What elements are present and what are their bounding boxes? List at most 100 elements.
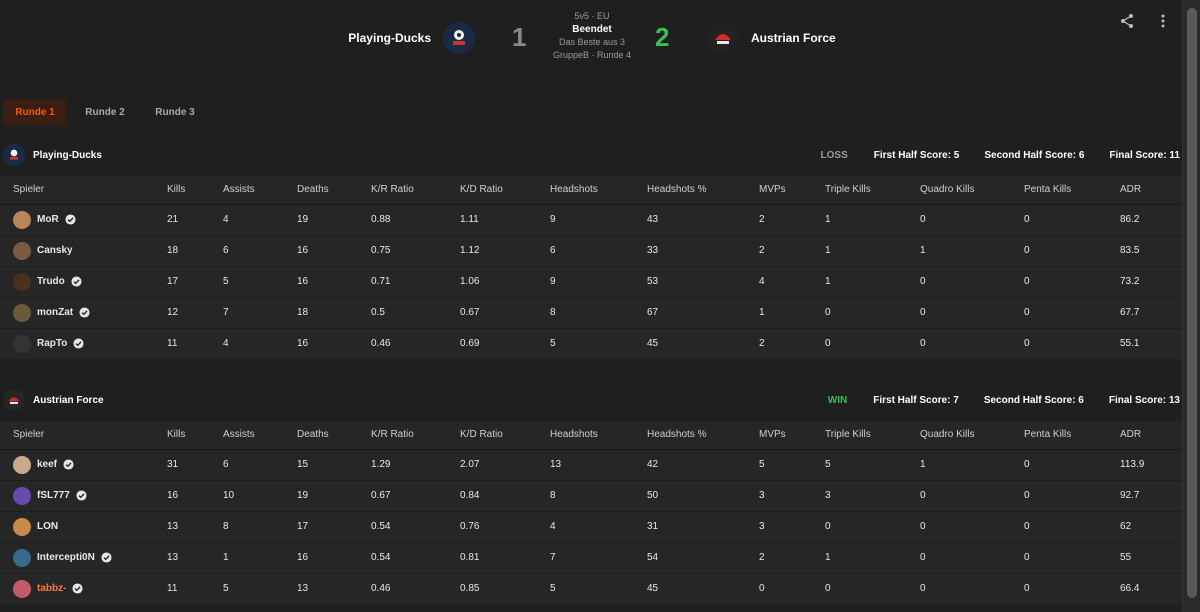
player[interactable]: Intercepti0N [13,548,167,567]
player-cell[interactable]: keef [0,448,167,480]
player-name[interactable]: Intercepti0N [37,552,95,563]
avatar[interactable] [13,241,31,260]
player[interactable]: fSL777 [13,486,167,505]
player-name[interactable]: monZat [37,307,74,318]
avatar[interactable] [13,334,31,353]
player-cell[interactable]: LON [0,510,167,542]
avatar[interactable] [13,272,31,291]
team2-section-name[interactable]: Austrian Force [33,394,104,406]
column-header[interactable]: ADR [1120,421,1182,450]
avatar[interactable] [13,455,31,474]
column-header[interactable]: Kills [167,176,223,205]
player-cell[interactable]: fSL777 [0,479,167,511]
column-header[interactable]: Assists [223,176,297,205]
player-name[interactable]: MoR [37,214,59,225]
table-row[interactable]: LON 13 8 17 0.54 0.76 4 31 3 0 0 0 62 [0,510,1182,542]
column-header[interactable]: Headshots % [647,421,759,450]
column-header[interactable]: Penta Kills [1024,421,1120,450]
player[interactable]: monZat [13,303,167,322]
player-name[interactable]: LON [37,521,59,532]
tab-round-3[interactable]: Runde 3 [155,107,195,118]
player-name[interactable]: keef [37,459,58,470]
tab-round-1[interactable]: Runde 1 [3,100,67,125]
player-cell[interactable]: monZat [0,296,167,328]
team2-logo-icon[interactable] [707,22,739,54]
avatar[interactable] [13,548,31,567]
column-header[interactable]: Quadro Kills [920,176,1024,205]
table-row[interactable]: keef 31 6 15 1.29 2.07 13 42 5 5 1 0 113.9 [0,448,1182,480]
player-cell[interactable]: Cansky [0,234,167,266]
player-name[interactable]: fSL777 [37,490,70,501]
stat-cell: 11 [167,327,223,359]
column-header[interactable]: Deaths [297,176,371,205]
team1-name[interactable]: Playing-Ducks [348,31,431,45]
player-cell[interactable]: tabbz- [0,572,167,604]
player-name[interactable]: tabbz- [37,583,67,595]
stat-cell: 2.07 [460,448,550,480]
scrollbar-thumb[interactable] [1187,8,1197,598]
player[interactable]: tabbz- [13,579,167,598]
team1-logo-icon[interactable] [443,22,475,54]
column-header[interactable]: Deaths [297,421,371,450]
player[interactable]: MoR [13,210,167,229]
column-header[interactable]: Spieler [0,176,167,205]
player[interactable]: Cansky [13,241,167,260]
player-cell[interactable]: Trudo [0,265,167,297]
team2-name[interactable]: Austrian Force [751,31,836,45]
column-header[interactable]: Assists [223,421,297,450]
column-header[interactable]: MVPs [759,421,825,450]
team1-header[interactable]: Playing-Ducks [348,22,475,54]
column-header[interactable]: Headshots % [647,176,759,205]
team1-stats-table: Spieler Kills Assists Deaths K/R Ratio K/D Ra… [0,176,1182,359]
player[interactable]: LON [13,517,167,536]
column-header[interactable]: Quadro Kills [920,421,1024,450]
player[interactable]: keef [13,455,167,474]
column-header[interactable]: K/D Ratio [460,421,550,450]
column-header[interactable]: Penta Kills [1024,176,1120,205]
stat-cell: 0.71 [371,265,460,297]
column-header[interactable]: Kills [167,421,223,450]
team1-section: Playing-Ducks LOSS First Half Score: 5 S… [0,140,1182,359]
table-row[interactable]: fSL777 16 10 19 0.67 0.84 8 50 3 3 0 0 92.7 [0,479,1182,511]
avatar[interactable] [13,517,31,536]
player-name[interactable]: RapTo [37,338,68,350]
avatar[interactable] [13,486,31,505]
player-cell[interactable]: RapTo [0,327,167,359]
column-header[interactable]: ADR [1120,176,1182,205]
player-name[interactable]: Cansky [37,245,73,256]
table-row[interactable]: Intercepti0N 13 1 16 0.54 0.81 7 54 2 1 0 0 55 [0,541,1182,573]
player-cell[interactable]: Intercepti0N [0,541,167,573]
column-header[interactable]: Headshots [550,176,647,205]
avatar[interactable] [13,579,31,598]
stat-cell: 31 [167,448,223,480]
table-row[interactable]: RapTo 11 4 16 0.46 0.69 5 45 2 0 0 0 55.1 [0,327,1182,359]
player-name[interactable]: Trudo [37,276,65,287]
player[interactable]: Trudo [13,272,167,291]
player[interactable]: RapTo [13,334,167,353]
column-header[interactable]: MVPs [759,176,825,205]
tab-round-2[interactable]: Runde 2 [85,107,125,118]
avatar[interactable] [13,303,31,322]
column-header[interactable]: Triple Kills [825,421,920,450]
column-header[interactable]: K/D Ratio [460,176,550,205]
stat-cell: 67.7 [1120,296,1182,328]
match-header: Playing-Ducks 1 5v5 · EU Beendet Das Bes… [0,0,1182,80]
share-icon[interactable] [1118,12,1136,30]
column-header[interactable]: Headshots [550,421,647,450]
table-row[interactable]: Trudo 17 5 16 0.71 1.06 9 53 4 1 0 0 73.2 [0,265,1182,297]
team2-header[interactable]: Austrian Force [707,22,836,54]
stat-cell: 0 [920,510,1024,542]
table-row[interactable]: tabbz- 11 5 13 0.46 0.85 5 45 0 0 0 0 66.4 [0,572,1182,604]
table-row[interactable]: MoR 21 4 19 0.88 1.11 9 43 2 1 0 0 86.2 [0,203,1182,235]
more-options-icon[interactable] [1154,12,1172,30]
column-header[interactable]: Triple Kills [825,176,920,205]
avatar[interactable] [13,210,31,229]
column-header[interactable]: Spieler [0,421,167,450]
column-header[interactable]: K/R Ratio [371,421,460,450]
page-scrollbar[interactable] [1182,0,1200,612]
table-row[interactable]: Cansky 18 6 16 0.75 1.12 6 33 2 1 1 0 83.5 [0,234,1182,266]
team1-section-name[interactable]: Playing-Ducks [33,149,102,161]
column-header[interactable]: K/R Ratio [371,176,460,205]
table-row[interactable]: monZat 12 7 18 0.5 0.67 8 67 1 0 0 0 67.7 [0,296,1182,328]
player-cell[interactable]: MoR [0,203,167,235]
